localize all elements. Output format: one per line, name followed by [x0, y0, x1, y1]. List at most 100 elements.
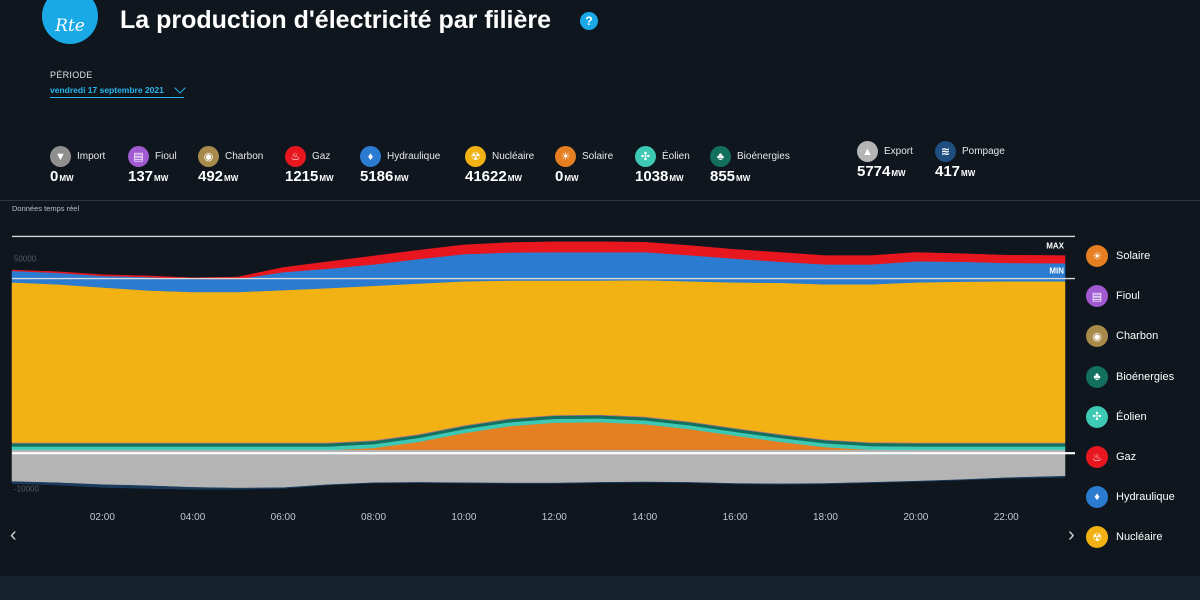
stat-export[interactable]: ▲ Export 5774MW: [857, 141, 913, 180]
period-value: vendredi 17 septembre 2021: [50, 85, 164, 95]
pump-icon: ≋: [935, 141, 956, 162]
period-label: PÉRIODE: [50, 70, 93, 80]
charbon-icon: ◉: [1086, 325, 1108, 348]
production-chart: 50000400003000020000100000-10000MAXMIN02…: [11, 235, 1075, 523]
legend-item-nucléaire[interactable]: ☢ Nucléaire: [1086, 517, 1175, 557]
x-tick-label: 02:00: [90, 512, 115, 523]
stat-nucléaire[interactable]: ☢ Nucléaire 41622MW: [465, 146, 534, 185]
stat-value: 417MW: [935, 163, 976, 180]
x-tick-label: 06:00: [271, 512, 296, 523]
x-tick-label: 04:00: [180, 512, 205, 523]
flame-icon: ♨: [1086, 446, 1108, 469]
nuclear-icon: ☢: [465, 146, 486, 167]
stat-label: Nucléaire: [492, 151, 535, 162]
stat-label: Solaire: [582, 151, 614, 162]
stat-label: Export: [884, 146, 913, 157]
stat-solaire[interactable]: ☀ Solaire 0MW: [555, 146, 613, 185]
leaf-icon: ♣: [1086, 365, 1108, 388]
fioul-icon: ▤: [128, 146, 149, 167]
legend-label: Nucléaire: [1116, 531, 1163, 544]
x-tick-label: 20:00: [903, 512, 928, 523]
nuclear-icon: ☢: [1086, 526, 1108, 549]
charbon-icon: ◉: [198, 146, 219, 167]
wind-turbine-icon: ✣: [1086, 405, 1108, 428]
x-tick-label: 14:00: [632, 512, 657, 523]
help-icon[interactable]: ?: [580, 12, 598, 30]
x-tick-label: 12:00: [542, 512, 567, 523]
legend-item-gaz[interactable]: ♨ Gaz: [1086, 437, 1175, 477]
legend-label: Gaz: [1116, 451, 1137, 464]
x-tick-label: 22:00: [994, 512, 1019, 523]
stat-fioul[interactable]: ▤ Fioul 137MW: [128, 146, 177, 185]
legend-label: Bioénergies: [1116, 370, 1175, 383]
stat-unit: MW: [154, 174, 169, 183]
stat-unit: MW: [669, 174, 684, 183]
stat-hydraulique[interactable]: ♦ Hydraulique 5186MW: [360, 146, 440, 185]
stat-unit: MW: [394, 174, 409, 183]
stat-unit: MW: [59, 174, 74, 183]
legend-item-fioul[interactable]: ▤ Fioul: [1086, 276, 1175, 316]
stat-import[interactable]: ▼ Import 0MW: [50, 146, 105, 185]
legend-item-éolien[interactable]: ✣ Éolien: [1086, 397, 1175, 437]
area-pompage: [11, 475, 1066, 490]
x-tick-label: 08:00: [361, 512, 386, 523]
stat-value: 1038MW: [635, 168, 684, 185]
page-title: La production d'électricité par filière: [120, 6, 552, 34]
stat-label: Import: [77, 151, 106, 162]
legend-item-charbon[interactable]: ◉ Charbon: [1086, 316, 1175, 356]
bottom-bar: [0, 576, 1200, 600]
min-label: MIN: [1049, 267, 1064, 276]
flame-icon: ♨: [285, 146, 306, 167]
prev-day-button[interactable]: ‹: [10, 524, 17, 546]
chevron-down-icon: [174, 82, 186, 94]
stat-value: 137MW: [128, 168, 169, 185]
area-export: [11, 449, 1066, 489]
max-label: MAX: [1046, 241, 1064, 250]
stat-gaz[interactable]: ♨ Gaz 1215MW: [285, 146, 334, 185]
stat-label: Gaz: [312, 151, 331, 162]
x-tick-label: 18:00: [813, 512, 838, 523]
stat-value: 855MW: [710, 168, 751, 185]
stat-label: Fioul: [155, 151, 177, 162]
stat-value: 1215MW: [285, 168, 334, 185]
x-tick-label: 10:00: [451, 512, 476, 523]
stat-value: 5186MW: [360, 168, 409, 185]
stat-value: 0MW: [555, 168, 579, 185]
y-tick-label: -10000: [14, 485, 39, 494]
next-day-button[interactable]: ›: [1068, 524, 1075, 546]
stat-value: 0MW: [50, 168, 74, 185]
divider: [0, 200, 1200, 201]
legend-item-bioénergies[interactable]: ♣ Bioénergies: [1086, 357, 1175, 397]
stat-label: Pompage: [962, 146, 1005, 157]
arrow-down-icon: ▼: [50, 146, 71, 167]
legend-label: Hydraulique: [1116, 491, 1175, 504]
period-dropdown[interactable]: vendredi 17 septembre 2021: [50, 82, 186, 98]
wind-turbine-icon: ✣: [635, 146, 656, 167]
stat-value: 5774MW: [857, 163, 906, 180]
stat-label: Bioénergies: [737, 151, 790, 162]
stat-charbon[interactable]: ◉ Charbon 492MW: [198, 146, 263, 185]
legend-label: Éolien: [1116, 410, 1147, 423]
arrow-up-icon: ▲: [857, 141, 878, 162]
stat-label: Charbon: [225, 151, 264, 162]
water-drop-icon: ♦: [360, 146, 381, 167]
rte-logo[interactable]: Rte: [42, 0, 98, 44]
stat-unit: MW: [319, 174, 334, 183]
fioul-icon: ▤: [1086, 285, 1108, 308]
sun-icon: ☀: [555, 146, 576, 167]
legend-item-solaire[interactable]: ☀ Solaire: [1086, 236, 1175, 276]
stat-unit: MW: [736, 174, 751, 183]
stat-unit: MW: [564, 174, 579, 183]
stat-pompage[interactable]: ≋ Pompage 417MW: [935, 141, 1005, 180]
leaf-icon: ♣: [710, 146, 731, 167]
stat-value: 41622MW: [465, 168, 522, 185]
stat-unit: MW: [961, 169, 976, 178]
sun-icon: ☀: [1086, 245, 1108, 268]
legend-item-hydraulique[interactable]: ♦ Hydraulique: [1086, 477, 1175, 517]
stat-value: 492MW: [198, 168, 239, 185]
stat-bioénergies[interactable]: ♣ Bioénergies 855MW: [710, 146, 790, 185]
legend-label: Solaire: [1116, 250, 1151, 263]
y-tick-label: 50000: [14, 255, 37, 264]
stat-éolien[interactable]: ✣ Éolien 1038MW: [635, 146, 690, 185]
water-drop-icon: ♦: [1086, 486, 1108, 509]
